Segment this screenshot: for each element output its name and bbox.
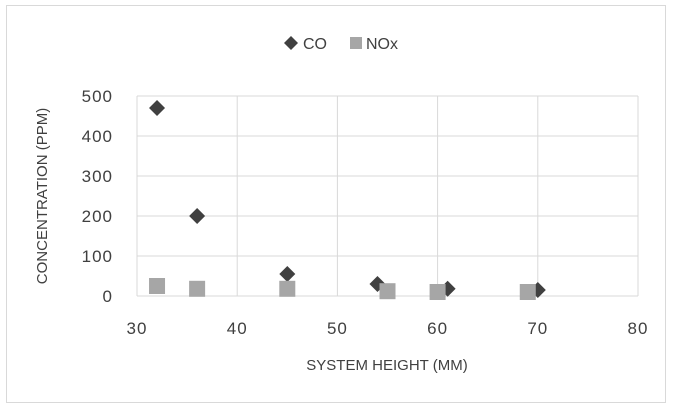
y-tick-label: 300	[82, 167, 113, 186]
x-tick-label: 70	[527, 319, 548, 338]
gridlines	[136, 95, 639, 297]
nox-point	[279, 280, 296, 297]
data-points	[149, 100, 546, 300]
y-tick-label: 400	[82, 127, 113, 146]
x-tick-label: 30	[127, 319, 148, 338]
nox-point	[429, 284, 446, 300]
y-tick-label: 0	[103, 287, 113, 306]
legend-nox-marker	[350, 37, 362, 49]
co-point	[149, 100, 166, 116]
x-axis-title: SYSTEM HEIGHT (MM)	[306, 357, 467, 374]
co-point	[279, 266, 296, 282]
chart-frame	[6, 5, 666, 403]
y-tick-label: 500	[82, 87, 113, 106]
nox-point	[149, 278, 166, 294]
x-tick-label: 50	[327, 319, 348, 338]
x-tick-label: 40	[227, 319, 248, 338]
y-tick-labels: 0 100 200 300 400 500	[82, 87, 113, 306]
nox-point	[519, 284, 536, 300]
co-point	[189, 208, 206, 224]
nox-point	[189, 280, 206, 297]
x-tick-label: 60	[427, 319, 448, 338]
x-tick-label: 80	[628, 319, 649, 338]
y-tick-label: 200	[82, 207, 113, 226]
y-axis-title: CONCENTRATION (PPM)	[34, 108, 51, 284]
nox-point	[379, 283, 396, 300]
legend: CO NOx	[284, 36, 398, 53]
legend-co-marker	[284, 36, 298, 50]
x-tick-labels: 30 40 50 60 70 80	[127, 319, 649, 338]
legend-nox-label: NOx	[366, 36, 398, 53]
y-tick-label: 100	[82, 247, 113, 266]
legend-co-label: CO	[303, 36, 327, 53]
